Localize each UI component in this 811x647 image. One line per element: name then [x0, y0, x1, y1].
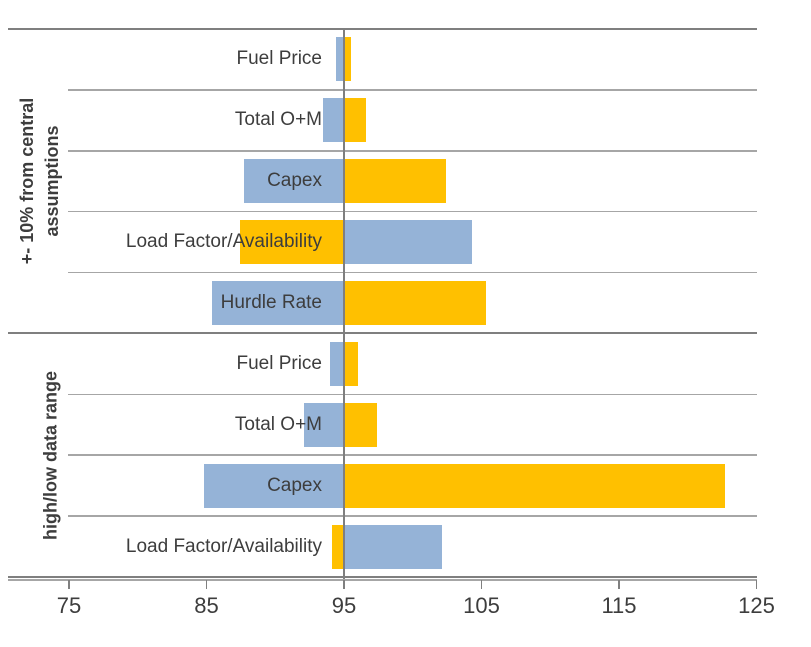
group-label-line: high/low data range	[40, 370, 61, 540]
x-tick-label: 105	[463, 593, 500, 618]
category-label: Fuel Price	[236, 48, 322, 70]
x-tick-label: 115	[601, 593, 637, 618]
x-axis-line	[8, 579, 757, 581]
group-boundary-line	[8, 28, 757, 30]
bar-blue	[304, 402, 344, 447]
bar-yellow	[239, 220, 344, 265]
group-label-line: +- 10% from central	[17, 97, 37, 265]
x-axis-tick	[343, 580, 345, 589]
bar-blue	[323, 98, 344, 143]
x-tick-label: 75	[56, 593, 82, 618]
x-axis-tick	[618, 580, 620, 589]
bar-blue	[344, 524, 442, 569]
bar-yellow	[331, 524, 344, 569]
bar-blue	[330, 341, 344, 386]
baseline-center-line	[343, 29, 345, 580]
row-gridline	[68, 150, 757, 152]
group-label: high/low data range	[39, 333, 64, 577]
group-boundary-line	[8, 576, 757, 578]
bar-yellow	[344, 281, 486, 325]
group-label: +- 10% from central assumptions	[15, 29, 65, 333]
row-gridline	[68, 271, 757, 274]
group-label-line: assumptions	[42, 125, 62, 237]
x-axis-tick	[480, 580, 483, 589]
category-label: Capex	[267, 170, 322, 192]
bar-yellow	[344, 463, 725, 508]
category-label: Fuel Price	[236, 352, 322, 374]
row-gridline	[68, 210, 757, 213]
category-label: Hurdle Rate	[220, 291, 322, 313]
x-axis-tick	[68, 580, 70, 589]
bar-yellow	[344, 341, 358, 386]
group-boundary-line	[8, 332, 757, 335]
bar-blue	[335, 37, 344, 82]
bar-yellow	[344, 98, 366, 143]
bar-yellow	[344, 159, 446, 204]
bar-blue	[203, 463, 344, 508]
category-label: Load Factor/Availability	[125, 535, 322, 557]
row-gridline	[68, 454, 757, 456]
bar-blue	[344, 220, 472, 265]
x-tick-label: 125	[738, 593, 775, 618]
bar-yellow	[344, 402, 377, 447]
category-label: Load Factor/Availability	[125, 231, 322, 253]
row-gridline	[68, 515, 757, 517]
row-gridline	[68, 393, 757, 396]
bar-blue	[212, 281, 344, 325]
x-tick-label: 95	[331, 593, 357, 618]
category-label: Total O+M	[234, 109, 322, 131]
category-label: Total O+M	[234, 413, 322, 435]
bar-blue	[243, 159, 344, 204]
x-tick-label: 85	[194, 593, 219, 618]
x-axis-tick	[205, 580, 208, 589]
row-gridline	[68, 89, 757, 91]
category-label: Capex	[267, 474, 322, 496]
x-axis-tick	[755, 580, 758, 589]
bar-yellow	[344, 37, 351, 82]
